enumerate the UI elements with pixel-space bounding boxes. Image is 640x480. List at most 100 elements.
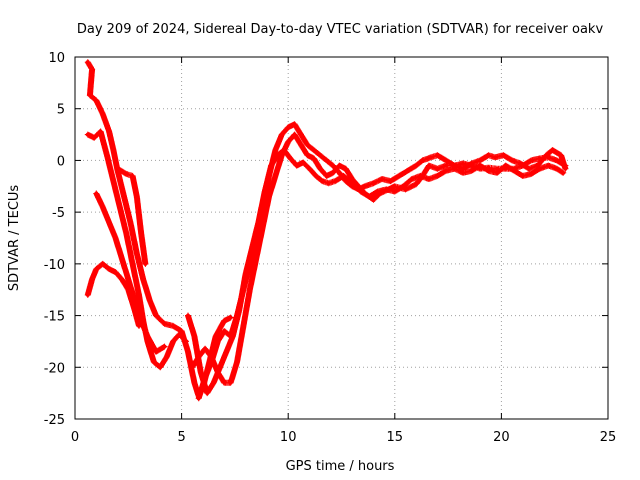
data-point [94, 267, 99, 272]
data-point [392, 189, 397, 194]
data-point [388, 179, 393, 184]
data-point [94, 98, 99, 103]
data-point [104, 153, 109, 158]
data-point [529, 171, 534, 176]
data-point [478, 163, 483, 168]
data-point [147, 298, 152, 303]
data-point [158, 365, 163, 370]
data-point [143, 261, 148, 266]
data-point [136, 292, 141, 297]
data-point [256, 220, 261, 225]
y-tick-label: 5 [57, 103, 65, 118]
data-point [162, 344, 167, 349]
y-tick-label: 10 [48, 51, 65, 66]
data-point [292, 132, 297, 137]
data-point [330, 163, 335, 168]
data-point [196, 396, 201, 401]
data-point [260, 225, 265, 230]
data-point [124, 230, 129, 235]
data-point [145, 334, 150, 339]
x-axis-label: GPS time / hours [286, 459, 395, 474]
data-point [177, 332, 182, 337]
data-point [405, 168, 410, 173]
data-point [298, 132, 303, 137]
data-point [183, 339, 188, 344]
data-point [392, 184, 397, 189]
x-tick-label: 15 [387, 430, 404, 445]
data-point [537, 166, 542, 171]
data-point [203, 346, 208, 351]
data-point [544, 153, 549, 158]
data-point [305, 153, 310, 158]
data-point [418, 173, 423, 178]
data-point [224, 349, 229, 354]
data-point [100, 111, 105, 116]
data-point [128, 220, 133, 225]
data-point [154, 349, 159, 354]
data-point [85, 132, 90, 137]
data-point [546, 163, 551, 168]
data-point [527, 166, 532, 171]
y-tick-label: 0 [57, 154, 65, 169]
data-point [559, 153, 564, 158]
data-point [222, 329, 227, 334]
data-point [228, 315, 233, 320]
data-point [397, 173, 402, 178]
data-point [134, 251, 139, 256]
data-point [426, 177, 431, 182]
data-point [269, 163, 274, 168]
data-point [171, 339, 176, 344]
data-point [333, 179, 338, 184]
data-point [409, 177, 414, 182]
data-point [139, 230, 144, 235]
data-point [267, 194, 272, 199]
y-tick-label: -15 [44, 310, 65, 325]
data-point [211, 380, 216, 385]
data-point [222, 318, 227, 323]
data-point [85, 60, 90, 65]
data-point [111, 148, 116, 153]
y-tick-label: -25 [44, 413, 65, 428]
y-tick-label: -20 [44, 361, 65, 376]
data-point [414, 163, 419, 168]
x-tick-label: 0 [71, 430, 79, 445]
data-point [324, 173, 329, 178]
data-point [254, 256, 259, 261]
data-point [228, 380, 233, 385]
data-point [230, 334, 235, 339]
series-trace-e [114, 165, 149, 267]
data-point [198, 370, 203, 375]
data-point [401, 184, 406, 189]
data-point [275, 153, 280, 158]
data-point [100, 261, 105, 266]
data-point [171, 323, 176, 328]
data-point [185, 349, 190, 354]
data-point [213, 334, 218, 339]
data-point [130, 173, 135, 178]
data-point [273, 148, 278, 153]
data-point [443, 158, 448, 163]
x-tick-label: 10 [280, 430, 297, 445]
data-point [311, 156, 316, 161]
data-point [249, 246, 254, 251]
data-point [324, 158, 329, 163]
data-point [122, 194, 127, 199]
data-point [443, 163, 448, 168]
data-point [192, 334, 197, 339]
data-point [501, 153, 506, 158]
data-point [337, 163, 342, 168]
data-point [518, 161, 523, 166]
data-point [375, 189, 380, 194]
data-point [371, 181, 376, 186]
data-point [435, 166, 440, 171]
data-point [461, 170, 466, 175]
data-point [343, 166, 348, 171]
data-point [380, 177, 385, 182]
data-point [115, 166, 120, 171]
data-point [262, 189, 267, 194]
data-point [318, 166, 323, 171]
data-point [243, 272, 248, 277]
data-point [330, 170, 335, 175]
data-point [426, 163, 431, 168]
